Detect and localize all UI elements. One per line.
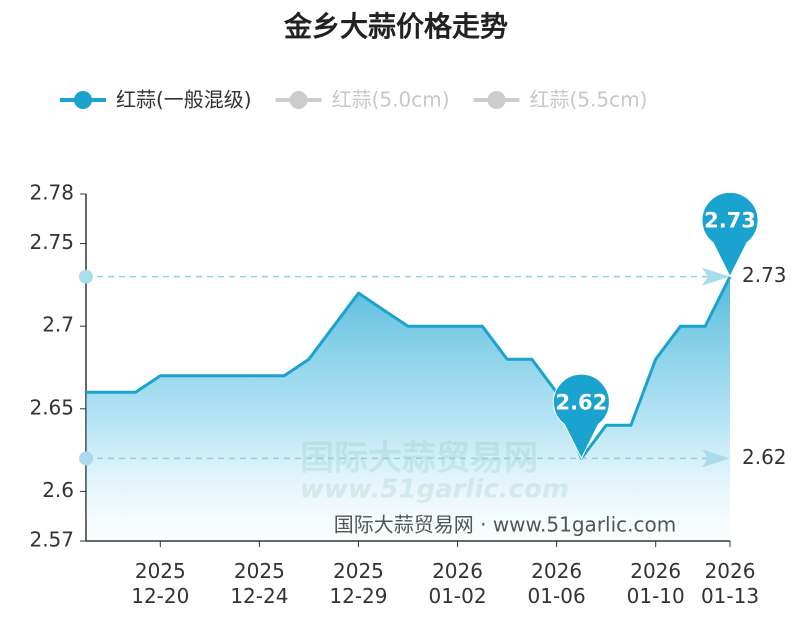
x-tick-label: 2026 01-13 xyxy=(701,559,759,608)
y-tick-label: 2.7 xyxy=(42,313,74,337)
x-tick-label: 2025 12-24 xyxy=(230,559,288,608)
chart-title: 金乡大蒜价格走势 xyxy=(283,10,508,43)
legend-dot xyxy=(74,91,92,109)
legend-label[interactable]: 红蒜(一般混级) xyxy=(116,88,252,112)
mark-line-label: 2.62 xyxy=(742,445,787,469)
legend-dot xyxy=(289,91,308,109)
y-tick-label: 2.6 xyxy=(42,478,74,502)
mark-pin-label: 2.73 xyxy=(704,209,756,233)
legend-label[interactable]: 红蒜(5.0cm) xyxy=(332,88,450,112)
mark-pin xyxy=(552,373,610,460)
mark-line-start xyxy=(79,451,93,466)
x-tick-label: 2025 12-20 xyxy=(131,559,189,608)
x-tick-label: 2026 01-10 xyxy=(627,559,685,608)
mark-line-arrow xyxy=(702,449,730,468)
x-tick-label: 2026 01-02 xyxy=(428,559,486,608)
legend-dot xyxy=(487,91,506,109)
mark-line-label: 2.73 xyxy=(742,263,787,287)
y-tick-label: 2.78 xyxy=(29,181,74,205)
y-tick-label: 2.57 xyxy=(29,528,74,552)
y-tick-label: 2.65 xyxy=(29,395,74,419)
mark-pin xyxy=(701,191,759,278)
x-tick-label: 2026 01-06 xyxy=(528,559,586,608)
line xyxy=(86,275,732,460)
mark-line-start xyxy=(79,269,93,284)
footer: 国际大蒜贸易网 · www.51garlic.com xyxy=(334,513,676,537)
legend-label[interactable]: 红蒜(5.5cm) xyxy=(530,88,648,112)
area xyxy=(86,276,730,541)
mark-line-arrow xyxy=(702,267,730,286)
mark-pin-label: 2.62 xyxy=(555,390,607,414)
y-tick-label: 2.75 xyxy=(29,230,74,254)
x-tick-label: 2025 12-29 xyxy=(329,559,387,608)
